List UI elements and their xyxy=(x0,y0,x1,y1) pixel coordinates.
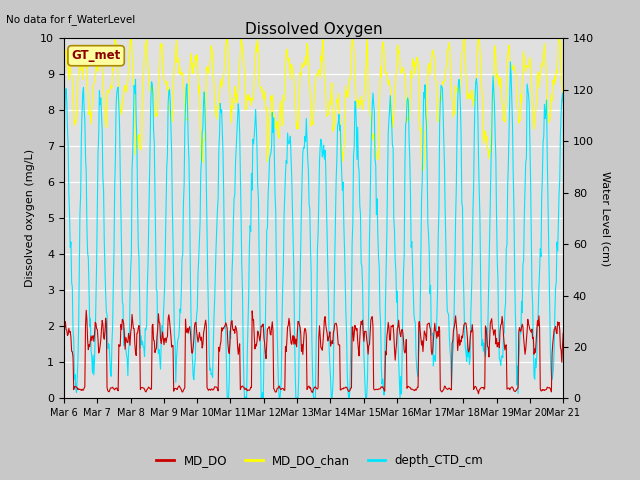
Text: GT_met: GT_met xyxy=(72,49,121,62)
Legend: MD_DO, MD_DO_chan, depth_CTD_cm: MD_DO, MD_DO_chan, depth_CTD_cm xyxy=(152,449,488,472)
Y-axis label: Dissolved oxygen (mg/L): Dissolved oxygen (mg/L) xyxy=(25,149,35,288)
Y-axis label: Water Level (cm): Water Level (cm) xyxy=(601,171,611,266)
Text: No data for f_WaterLevel: No data for f_WaterLevel xyxy=(6,14,136,25)
Title: Dissolved Oxygen: Dissolved Oxygen xyxy=(244,22,383,37)
